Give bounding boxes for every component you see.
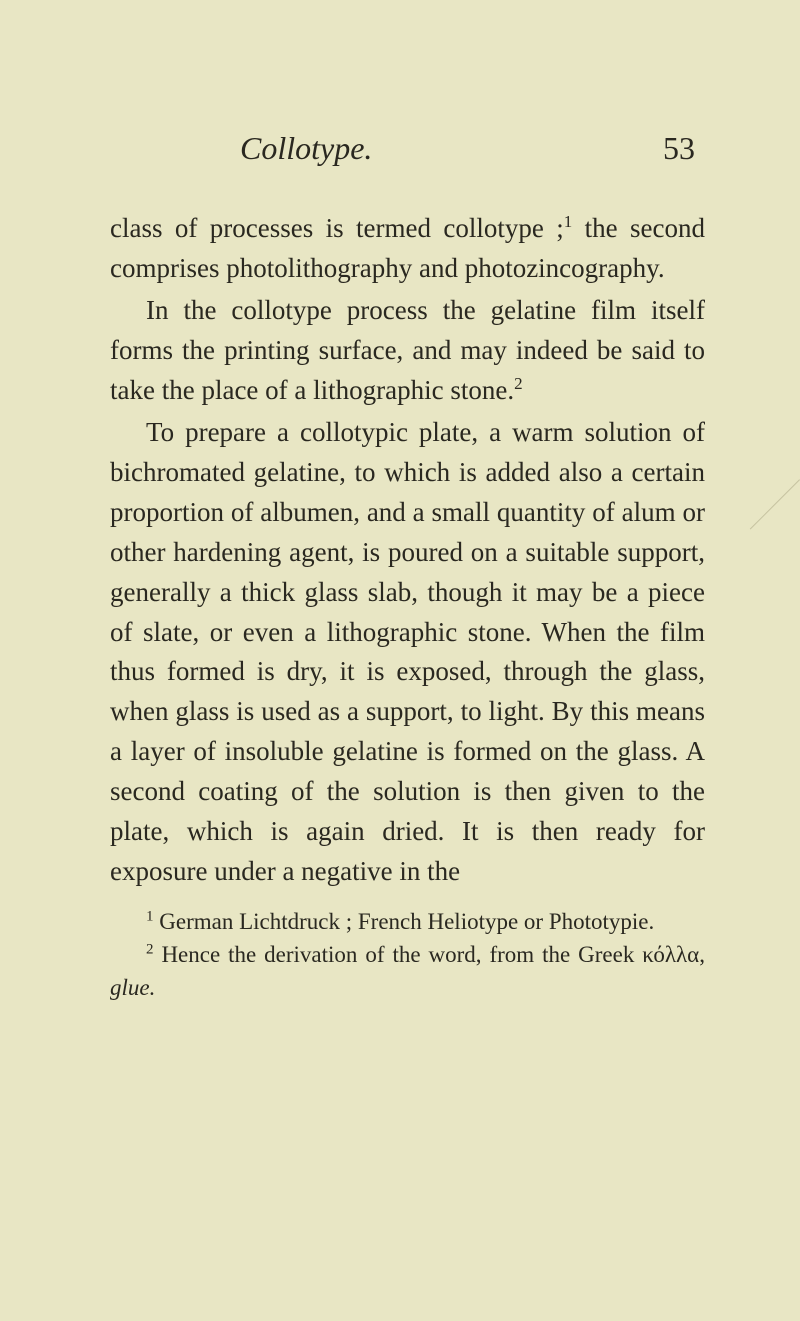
paragraph-2: In the collotype process the gelatine fi… [110, 291, 705, 411]
paragraph-1: class of processes is termed collotype ;… [110, 209, 705, 289]
para-1-text: class of processes is termed collotype ;… [110, 213, 705, 283]
footnote-1: 1 German Lichtdruck ; French Heliotype o… [110, 906, 705, 939]
footnote-2-text-a: Hence the derivation of the word, from t… [154, 942, 643, 967]
footnote-1-marker: 1 [146, 909, 154, 925]
page-header: Collotype. 53 [110, 130, 705, 167]
book-page: Collotype. 53 class of processes is term… [0, 0, 800, 1064]
footnote-1-text: German Lichtdruck ; French Heliotype or … [154, 909, 655, 934]
running-title: Collotype. [240, 130, 372, 167]
paragraph-3: To prepare a collotypic plate, a warm so… [110, 413, 705, 892]
para-3-text: To prepare a collotypic plate, a warm so… [110, 417, 705, 886]
footnote-2-italic: glue. [110, 975, 155, 1000]
para-2-text: In the collotype process the gelatine fi… [110, 295, 705, 405]
page-number: 53 [663, 130, 695, 167]
footnote-2: 2 Hence the derivation of the word, from… [110, 939, 705, 1004]
footnotes: 1 German Lichtdruck ; French Heliotype o… [110, 906, 705, 1004]
footnote-2-marker: 2 [146, 941, 154, 957]
footnote-2-greek: κόλλα, [642, 942, 705, 967]
body-text: class of processes is termed collotype ;… [110, 209, 705, 892]
